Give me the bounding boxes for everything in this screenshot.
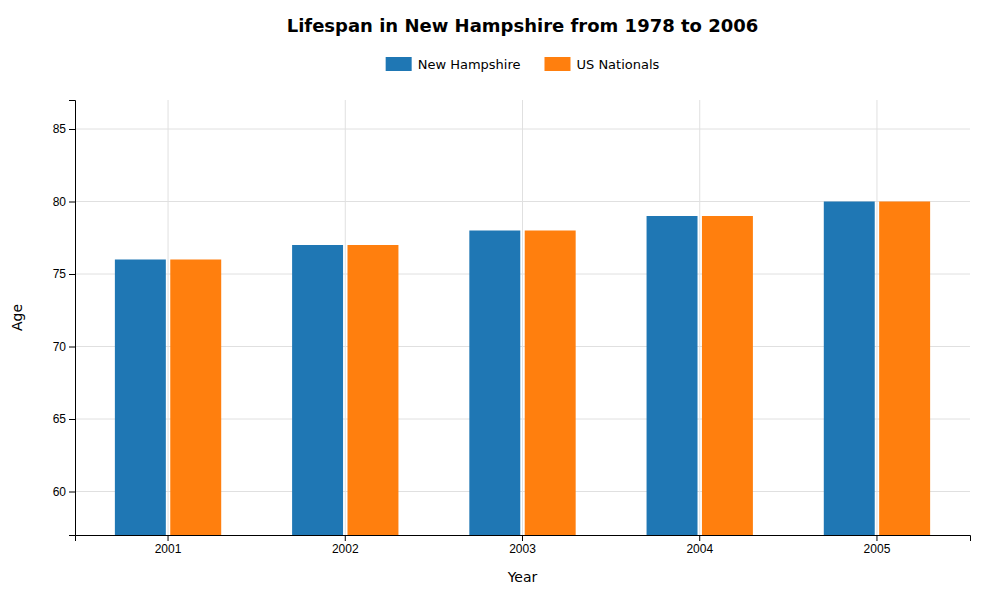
chart: 2001 2002 2003 2004 2005 60 65 70 75 80 85 Year Age L… — [0, 0, 1000, 600]
bar — [292, 245, 343, 535]
y-tick-mark — [69, 202, 75, 203]
title: Lifespan in New Hampshire from 1978 to 2… — [287, 15, 759, 36]
y-tick-mark — [69, 347, 75, 348]
x-grid-line — [522, 100, 523, 535]
y-axis-line — [69, 101, 76, 536]
legend-item: US Nationals — [544, 57, 659, 72]
x-grid-line — [168, 100, 169, 535]
y-tick-label: 85 — [53, 122, 67, 136]
legend-swatch — [544, 57, 570, 71]
y-tick: 60 — [53, 485, 75, 499]
x-tick-mark — [699, 535, 700, 541]
legend-item: New Hampshire — [386, 57, 521, 72]
bar — [702, 216, 753, 535]
y-tick: 65 — [53, 412, 75, 426]
bar — [469, 231, 520, 536]
x-grid-line — [699, 100, 700, 535]
bar-series — [115, 202, 875, 536]
x-tick-label: 2002 — [332, 542, 359, 556]
x-grid-line — [345, 100, 346, 535]
bar — [824, 202, 875, 536]
legend-swatch — [386, 57, 412, 71]
x-tick: 2005 — [864, 535, 891, 556]
x-grid-line — [876, 100, 877, 535]
x-tick-label: 2004 — [686, 542, 713, 556]
y-tick-label: 80 — [53, 195, 67, 209]
x-tick-mark — [345, 535, 346, 541]
y-tick-mark — [69, 129, 75, 130]
y-tick-label: 60 — [53, 485, 67, 499]
bar — [647, 216, 698, 535]
y-tick-mark — [69, 274, 75, 275]
x-tick-label: 2001 — [155, 542, 182, 556]
x-tick-label: 2003 — [509, 542, 536, 556]
y-tick-label: 75 — [53, 267, 67, 281]
bars — [115, 202, 930, 536]
y-tick-label: 70 — [53, 340, 67, 354]
bar — [115, 260, 166, 536]
x-axis-title: Year — [507, 569, 538, 585]
legend: New Hampshire US Nationals — [386, 57, 660, 72]
y-axis-title: Age — [9, 304, 25, 331]
legend-label: US Nationals — [576, 57, 659, 72]
x-tick-label: 2005 — [864, 542, 891, 556]
y-axis: 60 65 70 75 80 85 — [53, 101, 76, 536]
grid — [75, 100, 970, 535]
y-tick: 75 — [53, 267, 75, 281]
x-tick: 2002 — [332, 535, 359, 556]
x-tick: 2003 — [509, 535, 536, 556]
x-axis-line — [76, 536, 971, 542]
plot: 2001 2002 2003 2004 2005 60 65 70 75 80 85 — [53, 100, 971, 556]
bar — [347, 245, 398, 535]
bar-series — [170, 202, 930, 536]
bar — [170, 260, 221, 536]
legend-label: New Hampshire — [418, 57, 521, 72]
y-tick-label: 65 — [53, 412, 67, 426]
x-tick-mark — [876, 535, 877, 541]
y-tick: 70 — [53, 340, 75, 354]
y-tick: 85 — [53, 122, 75, 136]
y-tick-mark — [69, 419, 75, 420]
bar — [879, 202, 930, 536]
y-tick-mark — [69, 492, 75, 493]
x-tick: 2001 — [155, 535, 182, 556]
y-tick: 80 — [53, 195, 75, 209]
x-tick: 2004 — [686, 535, 713, 556]
bar — [525, 231, 576, 536]
x-tick-mark — [168, 535, 169, 541]
x-tick-mark — [522, 535, 523, 541]
x-axis: 2001 2002 2003 2004 2005 — [76, 535, 971, 556]
